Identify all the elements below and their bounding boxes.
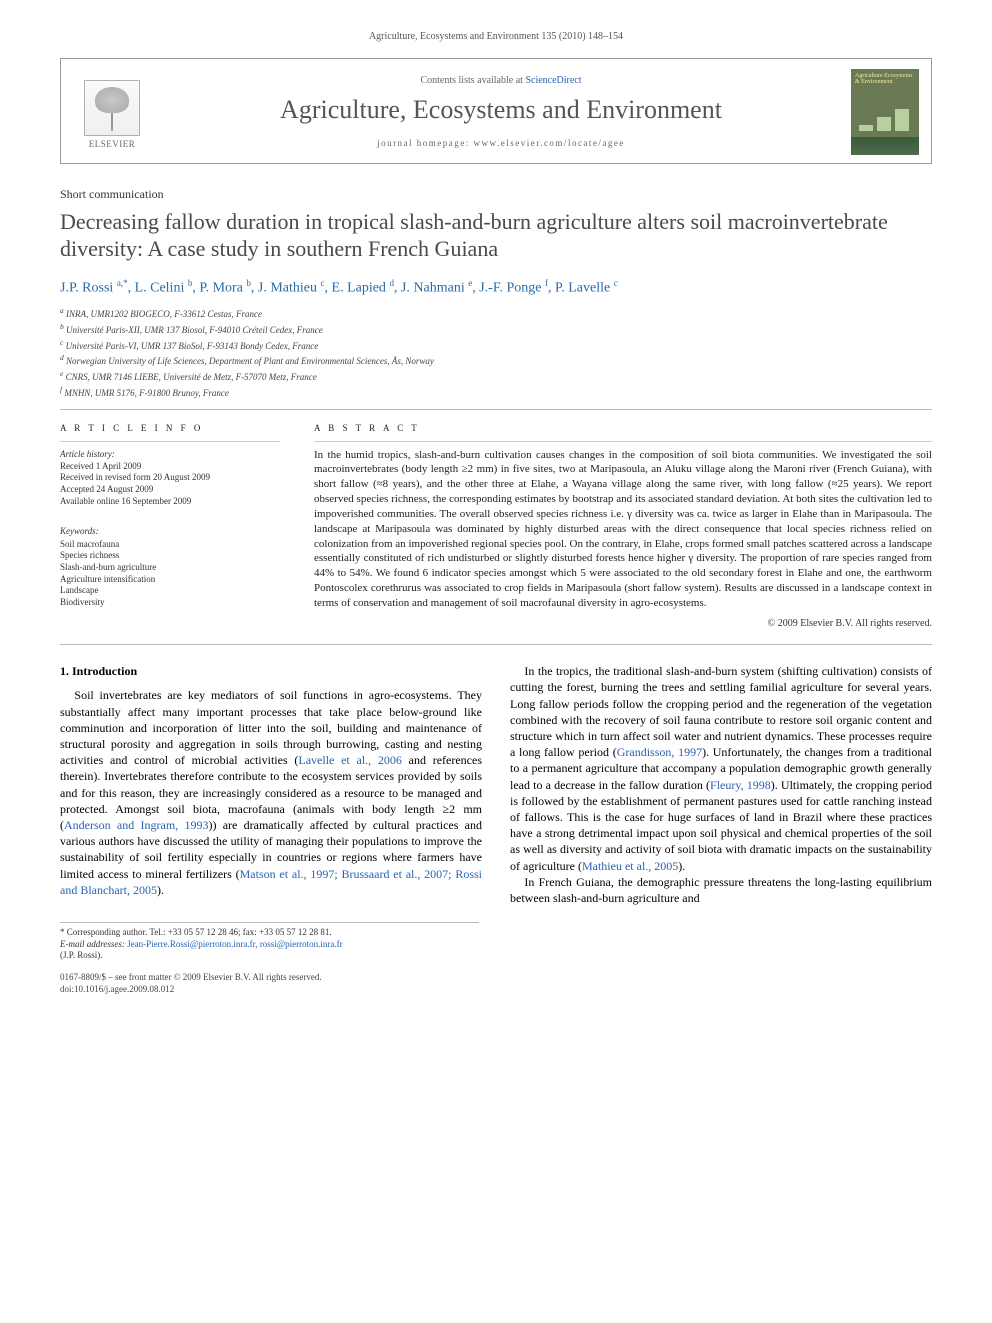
author-affil-marker: e — [468, 278, 472, 288]
history-line: Available online 16 September 2009 — [60, 496, 280, 508]
contents-list-line: Contents lists available at ScienceDirec… — [163, 74, 839, 88]
contents-prefix: Contents lists available at — [420, 75, 525, 86]
divider — [60, 644, 932, 645]
body-paragraph: In French Guiana, the demographic pressu… — [510, 874, 932, 906]
article-title: Decreasing fallow duration in tropical s… — [60, 208, 932, 263]
keywords-heading: Keywords: — [60, 525, 280, 537]
journal-masthead: ELSEVIER Contents lists available at Sci… — [60, 58, 932, 164]
corresponding-author-note: * Corresponding author. Tel.: +33 05 57 … — [60, 927, 479, 939]
publisher-name: ELSEVIER — [89, 138, 136, 150]
running-head: Agriculture, Ecosystems and Environment … — [60, 30, 932, 44]
history-line: Received in revised form 20 August 2009 — [60, 472, 280, 484]
body-text: ). — [157, 883, 164, 897]
author-name: P. Lavelle — [555, 280, 610, 295]
front-matter-line: 0167-8809/$ – see front matter © 2009 El… — [60, 972, 932, 984]
footnotes: * Corresponding author. Tel.: +33 05 57 … — [60, 922, 479, 962]
keyword: Species richness — [60, 550, 280, 562]
citation-link[interactable]: Anderson and Ingram, 1993 — [64, 818, 208, 832]
affiliation-text: Université Paris-VI, UMR 137 BioSol, F-9… — [66, 341, 319, 351]
author-list: J.P. Rossi a,*, L. Celini b, P. Mora b, … — [60, 277, 932, 299]
journal-homepage: journal homepage: www.elsevier.com/locat… — [163, 137, 839, 149]
author-name: P. Mora — [199, 280, 243, 295]
author-name: J. Nahmani — [401, 280, 465, 295]
publisher-logo: ELSEVIER — [73, 73, 151, 151]
email-link[interactable]: Jean-Pierre.Rossi@pierroton.inra.fr, ros… — [127, 939, 342, 949]
affiliation-line: e CNRS, UMR 7146 LIEBE, Université de Me… — [60, 369, 932, 384]
affiliation-line: c Université Paris-VI, UMR 137 BioSol, F… — [60, 338, 932, 353]
author-name: E. Lapied — [332, 280, 386, 295]
affiliation-text: Norwegian University of Life Sciences, D… — [66, 356, 434, 366]
author-affil-marker: d — [389, 278, 394, 288]
keyword: Soil macrofauna — [60, 539, 280, 551]
page-footer: 0167-8809/$ – see front matter © 2009 El… — [60, 972, 932, 995]
abstract-column: A B S T R A C T In the humid tropics, sl… — [314, 422, 932, 630]
history-line: Accepted 24 August 2009 — [60, 484, 280, 496]
author-affil-marker: f — [545, 278, 548, 288]
affiliation-line: d Norwegian University of Life Sciences,… — [60, 353, 932, 368]
article-info-heading: A R T I C L E I N F O — [60, 422, 280, 434]
cover-strip-icon — [851, 137, 919, 155]
cover-bars-icon — [859, 109, 911, 131]
divider — [60, 441, 280, 442]
keyword: Slash-and-burn agriculture — [60, 562, 280, 574]
author-affil-marker: c — [614, 278, 618, 288]
citation-link[interactable]: Mathieu et al., 2005 — [582, 859, 678, 873]
citation-link[interactable]: Grandisson, 1997 — [617, 745, 702, 759]
journal-name: Agriculture, Ecosystems and Environment — [163, 92, 839, 127]
author-name: L. Celini — [135, 280, 185, 295]
citation-link[interactable]: Lavelle et al., 2006 — [298, 753, 402, 767]
author-name: J.-F. Ponge — [479, 280, 541, 295]
abstract-heading: A B S T R A C T — [314, 422, 932, 434]
journal-cover-thumbnail: Agriculture Ecosystems & Environment — [851, 69, 919, 155]
doi-line: doi:10.1016/j.agee.2009.08.012 — [60, 984, 932, 996]
article-info-column: A R T I C L E I N F O Article history: R… — [60, 422, 280, 630]
sciencedirect-link[interactable]: ScienceDirect — [525, 75, 581, 86]
author-name: J. Mathieu — [258, 280, 317, 295]
abstract-copyright: © 2009 Elsevier B.V. All rights reserved… — [314, 617, 932, 631]
email-line: E-mail addresses: Jean-Pierre.Rossi@pier… — [60, 939, 479, 951]
history-heading: Article history: — [60, 448, 280, 460]
affiliation-text: MNHN, UMR 5176, F-91800 Brunoy, France — [64, 388, 228, 398]
affiliation-text: CNRS, UMR 7146 LIEBE, Université de Metz… — [66, 372, 317, 382]
affiliation-text: Université Paris-XII, UMR 137 Biosol, F-… — [66, 325, 323, 335]
author-affil-marker: b — [188, 278, 193, 288]
keyword: Biodiversity — [60, 597, 280, 609]
email-person: (J.P. Rossi). — [60, 950, 479, 962]
affiliations: a INRA, UMR1202 BIOGECO, F-33612 Cestas,… — [60, 306, 932, 399]
divider — [314, 441, 932, 442]
author-name: J.P. Rossi — [60, 280, 113, 295]
history-line: Received 1 April 2009 — [60, 461, 280, 473]
email-label: E-mail addresses: — [60, 939, 127, 949]
affiliation-line: a INRA, UMR1202 BIOGECO, F-33612 Cestas,… — [60, 306, 932, 321]
affiliation-text: INRA, UMR1202 BIOGECO, F-33612 Cestas, F… — [66, 309, 262, 319]
section-heading: 1. Introduction — [60, 663, 482, 679]
corresponding-marker: * — [123, 278, 128, 288]
body-text: ). — [678, 859, 685, 873]
elsevier-tree-icon — [84, 80, 140, 136]
affiliation-line: b Université Paris-XII, UMR 137 Biosol, … — [60, 322, 932, 337]
keyword: Landscape — [60, 585, 280, 597]
body-paragraph: Soil invertebrates are key mediators of … — [60, 687, 482, 897]
citation-link[interactable]: Fleury, 1998 — [710, 778, 771, 792]
body-paragraph: In the tropics, the traditional slash-an… — [510, 663, 932, 873]
article-type: Short communication — [60, 186, 932, 202]
abstract-text: In the humid tropics, slash-and-burn cul… — [314, 448, 932, 611]
keyword: Agriculture intensification — [60, 574, 280, 586]
author-affil-marker: c — [321, 278, 325, 288]
divider — [60, 409, 932, 410]
author-affil-marker: b — [246, 278, 251, 288]
article-body: 1. Introduction Soil invertebrates are k… — [60, 663, 932, 906]
cover-text: Agriculture Ecosystems & Environment — [855, 73, 915, 86]
affiliation-line: f MNHN, UMR 5176, F-91800 Brunoy, France — [60, 385, 932, 400]
